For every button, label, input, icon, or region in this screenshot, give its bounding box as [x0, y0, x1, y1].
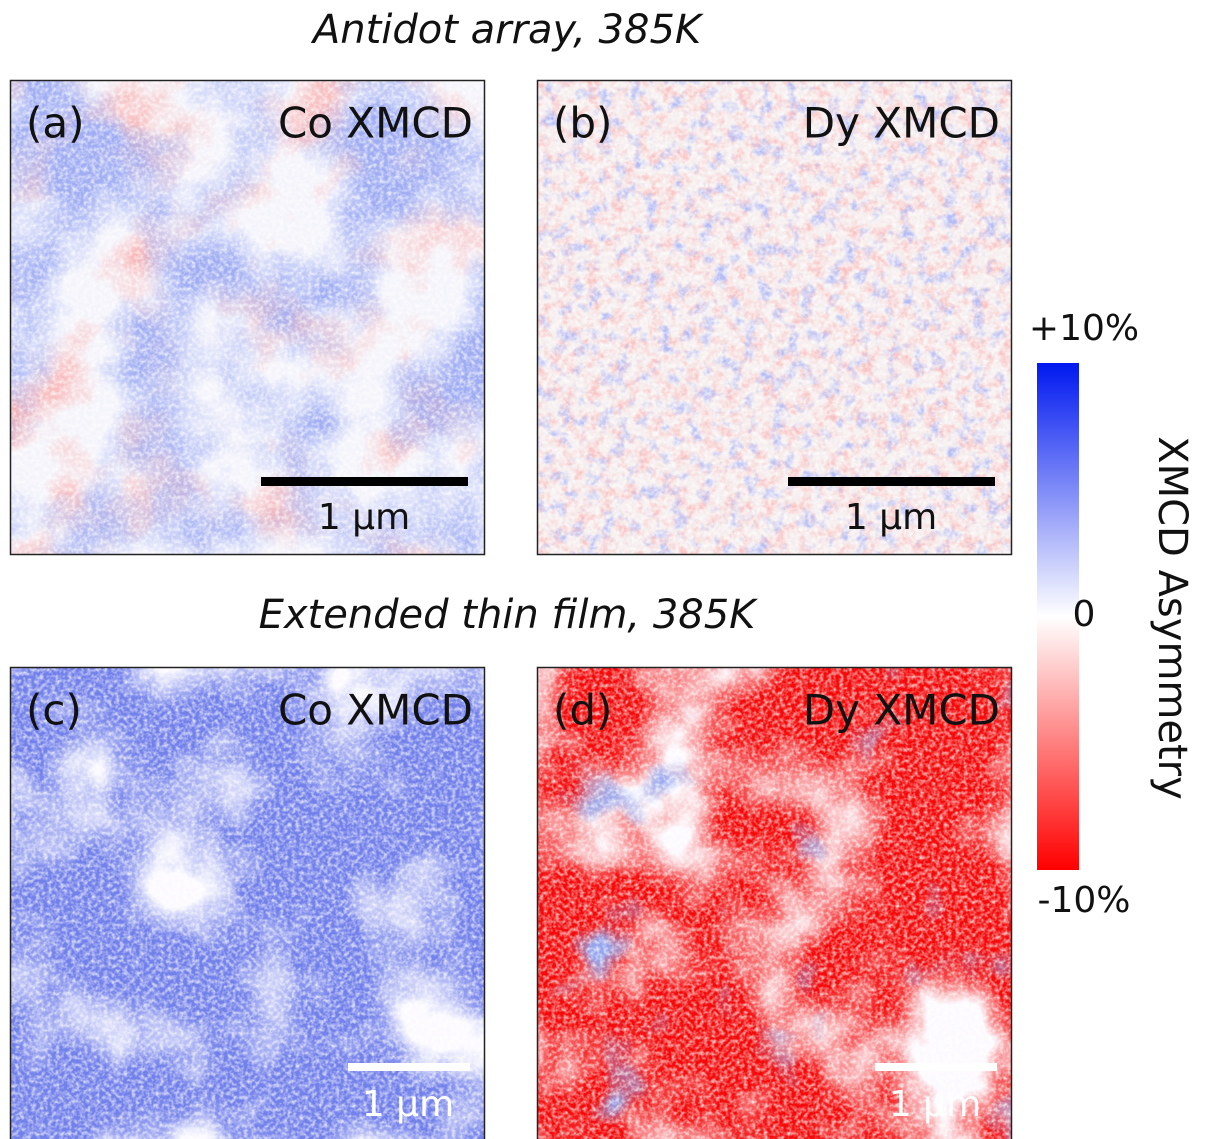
- element-label: Dy XMCD: [803, 99, 1000, 148]
- row-title: Extended thin film, 385K: [259, 592, 759, 638]
- element-label: Dy XMCD: [803, 686, 1000, 735]
- image-panel: (a) Co XMCD 1 µm: [10, 80, 485, 555]
- panel-label: (a): [26, 99, 85, 148]
- scale-bar: [788, 477, 995, 486]
- row-title: Antidot array, 385K: [310, 7, 704, 53]
- colorbar-tick-label: +10%: [1029, 308, 1139, 349]
- panel-label: (c): [26, 686, 82, 735]
- panel-label: (b): [553, 99, 612, 148]
- figure: Antidot array, 385K (a) Co XMCD 1 µm (b) Dy X…: [0, 0, 1206, 1139]
- scale-bar: [875, 1063, 997, 1071]
- scale-bar-label: 1 µm: [889, 1084, 981, 1125]
- scale-bar-label: 1 µm: [845, 497, 937, 538]
- element-label: Co XMCD: [278, 686, 473, 735]
- panel-label: (d): [553, 686, 612, 735]
- colorbar-tick-label: 0: [1073, 594, 1096, 635]
- image-panel: (b) Dy XMCD 1 µm: [537, 80, 1012, 555]
- scale-bar: [261, 477, 468, 486]
- element-label: Co XMCD: [278, 99, 473, 148]
- scale-bar: [348, 1063, 470, 1071]
- colorbar-label: XMCD Asymmetry: [1149, 436, 1195, 800]
- colorbar-tick-label: -10%: [1037, 880, 1130, 921]
- image-panel: (c) Co XMCD 1 µm: [10, 667, 485, 1139]
- scale-bar-label: 1 µm: [318, 497, 410, 538]
- scale-bar-label: 1 µm: [362, 1084, 454, 1125]
- image-panel: (d) Dy XMCD 1 µm: [537, 667, 1012, 1139]
